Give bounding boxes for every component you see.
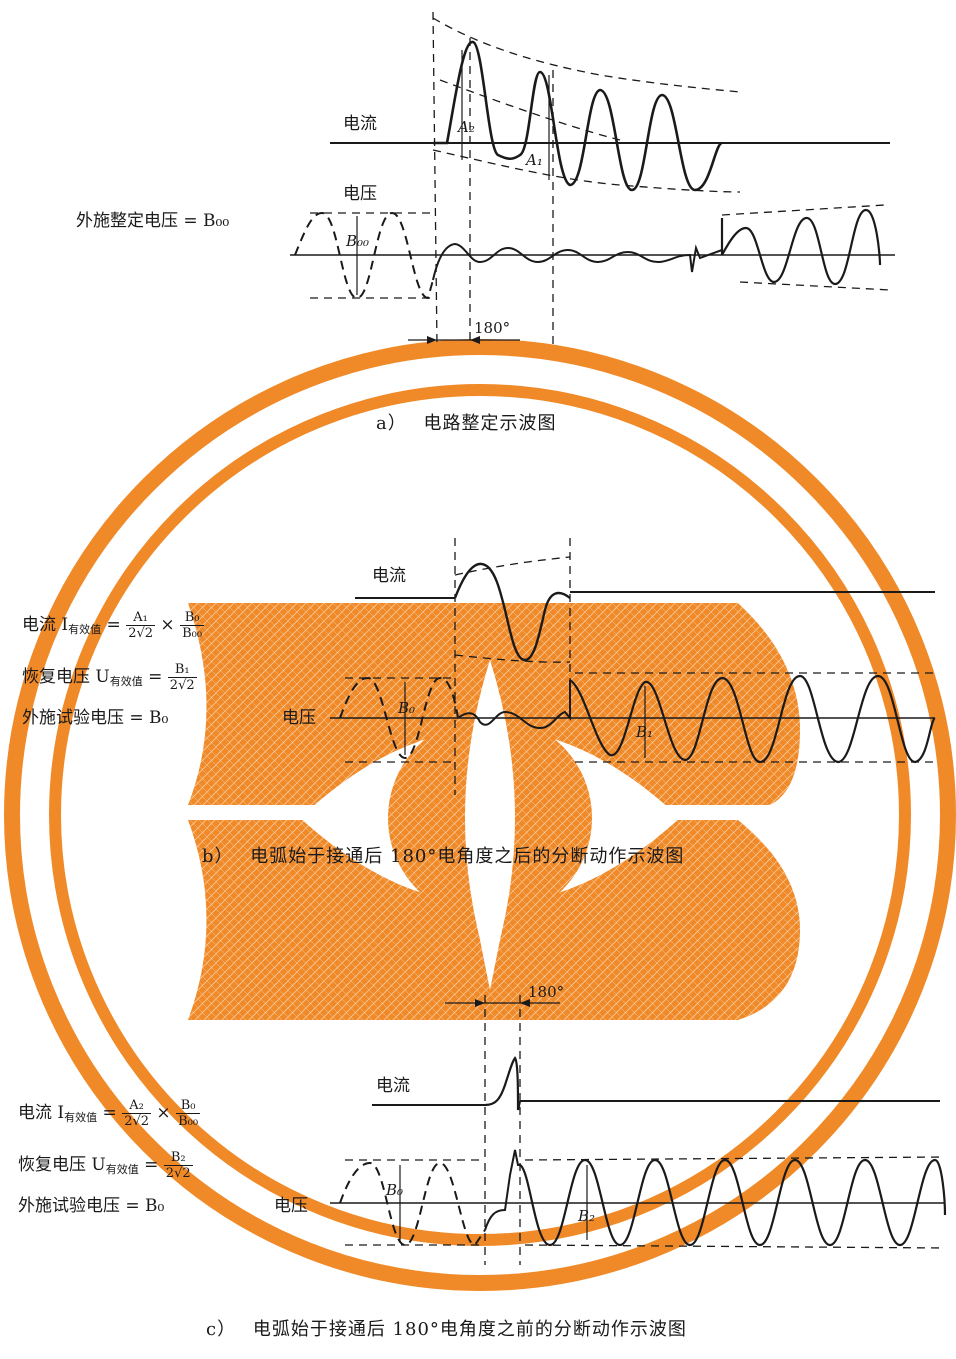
panel-a-current-wave [433, 40, 723, 192]
panel-a-voltage-before-wave [294, 211, 434, 300]
panel-b-caption: b） 电弧始于接通后 180°电角度之后的分断动作示波图 [202, 842, 684, 868]
panel-a-a2-label: A₂ [458, 118, 475, 136]
panel-a-a1-label: A₁ [526, 151, 543, 169]
panel-c-caption-text: 电弧始于接通后 180°电角度之前的分断动作示波图 [252, 1319, 687, 1340]
panel-c-formula-applied: 外施试验电压 = B₀ [18, 1196, 165, 1216]
panel-b-oscillogram [330, 538, 936, 795]
panel-b-caption-letter: b） [202, 846, 234, 867]
panel-a-caption: a） 电路整定示波图 [376, 409, 556, 435]
panel-b-formula-recovery: 恢复电压 U有效值 = B₁ 2√2 [22, 662, 197, 693]
panel-a-voltage-envelope-bottom [739, 281, 891, 291]
panel-b-formula-current-frac1: A₁ 2√2 [126, 610, 156, 641]
panel-a-current-envelope-top [432, 17, 741, 93]
panel-c-current-label: 电流 [376, 1076, 410, 1096]
panel-a-voltage-arc-wave [432, 242, 723, 281]
watermark-inner-ring [49, 384, 911, 1246]
panel-b-formula-current-prefix: 电流 I [22, 615, 69, 635]
watermark-emblem [188, 603, 800, 1020]
panel-a-current-envelope-bottom [432, 149, 741, 193]
panel-b-voltage-recovery-wave [569, 674, 936, 764]
panel-c-formula-current: 电流 I有效值 = A₂ 2√2 × B₀ B₀₀ [18, 1098, 201, 1129]
panel-b-current-label: 电流 [372, 566, 406, 586]
panel-c-voltage-arc-wave [484, 1149, 520, 1231]
panel-b-voltage-arc-wave [457, 680, 571, 730]
panel-a-b00-label: B₀₀ [346, 232, 370, 250]
panel-b-voltage-label: 电压 [282, 708, 316, 728]
panel-b-voltage-before-wave [339, 676, 459, 760]
panel-b-formula-recovery-prefix: 恢复电压 U [22, 667, 110, 687]
panel-c-formula-recovery-prefix: 恢复电压 U [18, 1155, 106, 1175]
panel-a-caption-text: 电路整定示波图 [423, 413, 557, 434]
panel-c-voltage-before-wave [339, 1161, 486, 1247]
panel-b-formula-applied: 外施试验电压 = B₀ [22, 708, 169, 728]
panel-b-current-envelope-top [454, 556, 571, 576]
panel-b-b0-label: B₀ [398, 699, 416, 717]
panel-a-caption-letter: a） [376, 413, 407, 434]
panel-c-formula-current-frac2: B₀ B₀₀ [176, 1098, 201, 1129]
panel-a-voltage-label: 电压 [343, 184, 377, 204]
panel-c-b0-label: B₀ [386, 1181, 404, 1199]
panel-b-b1-label: B₁ [636, 723, 654, 741]
panel-c-formula-current-prefix: 电流 I [18, 1103, 65, 1123]
panel-c-oscillogram [330, 995, 947, 1265]
panel-a-marker-1 [432, 11, 438, 346]
panel-a-oscillogram [290, 11, 895, 346]
panel-b-current-wave [453, 562, 571, 662]
panel-c-caption: c） 电弧始于接通后 180°电角度之前的分断动作示波图 [206, 1315, 687, 1341]
panel-b-caption-text: 电弧始于接通后 180°电角度之后的分断动作示波图 [250, 846, 685, 867]
panel-c-caption-letter: c） [206, 1319, 237, 1340]
panel-c-formula-current-frac1: A₂ 2√2 [122, 1098, 152, 1129]
panel-c-voltage-envelope-top [524, 1156, 946, 1161]
panel-c-b2-label: B₂ [578, 1207, 596, 1225]
panel-a-angle-label: 180° [474, 319, 511, 337]
panel-b-formula-recovery-frac: B₁ 2√2 [167, 662, 197, 693]
panel-b-formula-current: 电流 I有效值 = A₁ 2√2 × B₀ B₀₀ [22, 610, 205, 641]
panel-c-formula-recovery: 恢复电压 U有效值 = B₂ 2√2 [18, 1150, 193, 1181]
panel-a-applied-voltage: 外施整定电压 = B₀₀ [76, 211, 230, 231]
panel-c-voltage-envelope-bottom [524, 1244, 946, 1249]
panel-a-voltage-recovery-wave [720, 208, 882, 286]
panel-a-current-envelope-mid [439, 79, 621, 141]
panel-a-current-label: 电流 [343, 114, 377, 134]
panel-c-voltage-label: 电压 [274, 1196, 308, 1216]
panel-c-angle-label: 180° [528, 983, 565, 1001]
watermark-outer-ring [4, 339, 956, 1291]
panel-c-current-wave [484, 1056, 522, 1111]
panel-b-formula-current-frac2: B₀ B₀₀ [180, 610, 205, 641]
panel-b-current-envelope-bottom [454, 654, 571, 663]
panel-c-formula-recovery-frac: B₂ 2√2 [163, 1150, 193, 1181]
panel-c-voltage-recovery-wave [519, 1158, 947, 1247]
